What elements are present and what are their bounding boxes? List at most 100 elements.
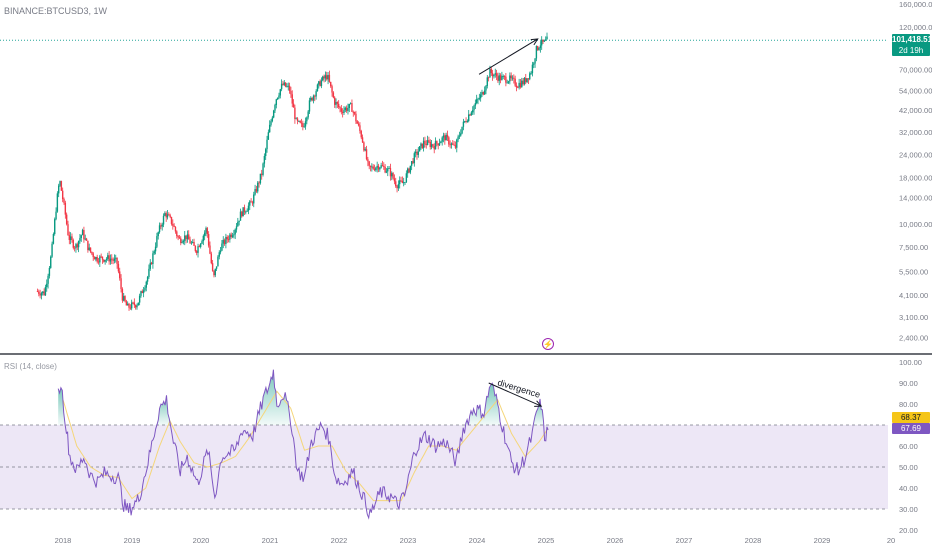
candle-body [456,139,458,148]
candle-body [487,77,490,79]
candle-body [384,166,386,173]
candle-body [121,289,124,301]
candle-body [327,74,329,80]
candle-body [371,166,373,168]
candle-body [324,75,327,79]
candle-body [396,186,398,189]
candle-body [312,95,315,101]
candle-body [201,241,203,244]
candle-body [241,211,243,217]
candle-body [36,291,39,293]
candle-body [91,251,93,254]
candle-body [112,259,114,261]
candle-body [535,46,538,59]
candle-body [238,220,240,222]
candle-body [278,95,280,98]
candle-body [73,247,76,249]
lightning-icon[interactable]: ⚡ [542,338,554,350]
candle-body [199,243,202,247]
candle-body [505,76,507,83]
candle-body [483,90,486,95]
time-tick-label: 2023 [400,536,417,545]
candle-body [515,85,518,88]
candle-body [51,243,53,257]
candle-body [234,229,236,235]
rsi-line [57,369,549,520]
candle-body [470,112,473,116]
candle-body [198,246,201,247]
candle-body [253,194,255,204]
candle-body [230,234,232,237]
candle-body [477,98,479,100]
candle-body [133,302,136,306]
candle-body [399,180,401,185]
rsi-axis: 100.0090.0080.0070.0060.0050.0040.0030.0… [899,358,922,535]
candle-body [514,78,516,86]
candle-body [76,244,78,248]
candle-body [319,81,321,86]
candle-body [92,253,94,258]
candle-body [464,121,466,122]
candle-body [54,219,56,235]
time-axis: 2018 2019 2020 2021 2022 2023 2024 2025 2026 2027… [55,536,896,545]
candle-body [412,161,414,164]
candle-body [127,303,129,306]
candle-body [71,236,73,241]
candle-body [274,105,276,111]
time-tick-label: 20 [887,536,895,545]
candle-body [157,232,159,237]
candle-body [304,121,307,127]
divergence-arrow [488,382,543,407]
candle-body [120,278,122,290]
candle-body [440,141,442,144]
candle-body [310,97,312,101]
price-tick-label: 70,000.00 [899,66,932,75]
candle-body [534,58,536,64]
candle-body [450,143,453,145]
candle-body [401,181,404,184]
candle-body [130,302,133,309]
candle-body [103,259,105,262]
candle-body [355,113,357,122]
candle-body [235,226,238,230]
candle-body [181,242,183,244]
candle-body [109,258,112,262]
candle-body [221,243,223,251]
rsi-tick-label: 80.00 [899,400,918,409]
candle-body [406,168,409,174]
candlestick-series [36,32,548,311]
candle-body [173,225,175,227]
candle-body [344,107,347,110]
candle-body [531,64,534,74]
candle-body [160,225,162,227]
candle-body [343,109,345,113]
candle-body [334,97,336,105]
candle-body [360,130,362,138]
candle-body [336,101,339,104]
candle-body [499,75,502,81]
candle-body [97,261,100,263]
candle-body [474,103,477,106]
candle-body [124,296,126,302]
candle-body [59,181,61,186]
candle-body [359,125,361,131]
price-tick-label: 32,000.00 [899,128,932,137]
candle-body [376,165,378,168]
candle-body [369,165,372,168]
candle-body [226,237,228,240]
candle-body [270,121,272,125]
rsi-tick-label: 100.00 [899,358,922,367]
candle-body [84,238,86,240]
candle-body [380,165,382,168]
candle-body [337,103,340,108]
candle-body [422,140,425,149]
candle-body [107,255,109,259]
candle-body [263,156,266,164]
candle-body [169,215,171,217]
candle-body [442,135,445,138]
time-tick-label: 2018 [55,536,72,545]
candle-body [134,305,137,308]
candle-body [251,202,254,204]
time-tick-label: 2025 [538,536,555,545]
candle-body [497,76,499,81]
